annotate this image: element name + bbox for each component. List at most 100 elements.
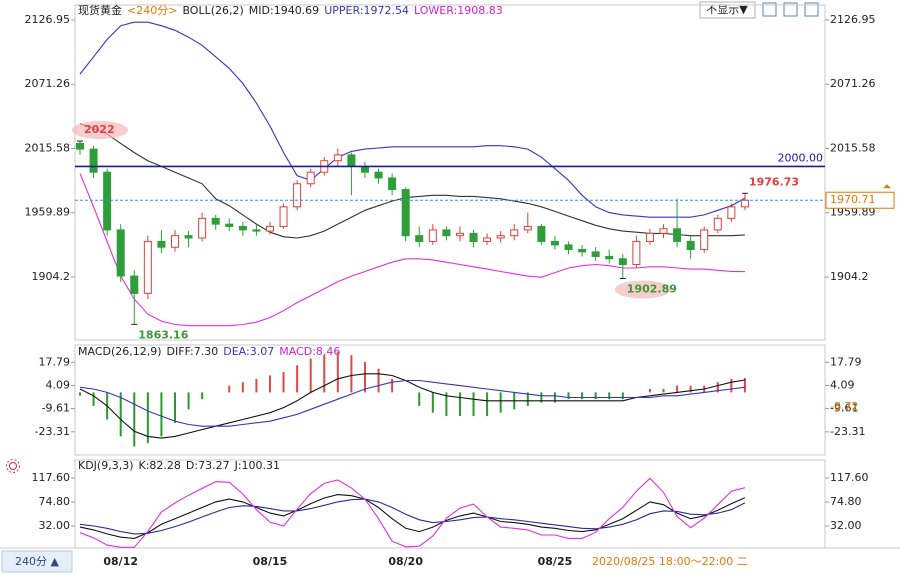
scroll-icon[interactable]	[804, 2, 819, 17]
macd-bar	[133, 392, 136, 447]
candle-body	[252, 229, 261, 232]
cursor-value-label: -8.72	[830, 400, 858, 413]
candle-body	[306, 171, 315, 185]
legend-entry: LOWER:1908.83	[414, 4, 503, 17]
candle-body	[347, 154, 356, 167]
candle-body	[686, 240, 695, 251]
candle-body	[550, 240, 559, 246]
extreme-label: 2022	[84, 123, 115, 136]
candle-body	[605, 255, 614, 260]
macd-bar	[662, 389, 665, 393]
macd-bar	[296, 365, 299, 393]
candle-body	[428, 229, 437, 242]
zoom-in-icon[interactable]	[762, 2, 777, 17]
highlight-ellipse	[72, 121, 128, 140]
period-button[interactable]	[1, 550, 73, 573]
legend-entry: MACD(26,12,9)	[78, 345, 162, 358]
candle-body	[537, 225, 546, 242]
candle-body	[591, 251, 600, 257]
y-tick-label-right: 4.09	[830, 378, 855, 391]
candle-body	[293, 183, 302, 208]
legend-entry: DEA:3.07	[223, 345, 274, 358]
series-line	[79, 123, 745, 239]
x-tick-label: 08/12	[103, 555, 138, 568]
y-tick-label: -9.61	[42, 402, 70, 415]
macd-bar	[241, 382, 244, 393]
series-line	[79, 494, 746, 539]
candle-body	[157, 240, 166, 248]
candle-body	[76, 142, 84, 150]
settings-icon[interactable]	[6, 459, 20, 473]
legend-entry: MID:1940.69	[249, 4, 319, 17]
macd-bar	[648, 389, 651, 393]
macd-bar	[540, 392, 543, 403]
y-tick-label-right: 2071.26	[830, 77, 876, 90]
toolbar: 不显示▼	[699, 1, 819, 19]
candle-body	[211, 217, 220, 225]
candle-body	[116, 229, 125, 277]
macd-bar	[336, 351, 339, 393]
highlight-ellipse	[614, 280, 671, 299]
y-tick-label-right: 74.80	[830, 495, 862, 508]
candle-body	[496, 235, 505, 239]
last-price-box	[825, 191, 895, 209]
y-tick-label: 74.80	[39, 495, 71, 508]
candle-body	[455, 232, 464, 237]
candle-body	[279, 206, 288, 227]
candle-body	[618, 258, 627, 266]
zoom-out-icon[interactable]	[783, 2, 798, 17]
y-tick-label: 2126.95	[25, 13, 71, 26]
macd-bar	[363, 361, 366, 393]
reference-label: 2000.00	[778, 151, 824, 164]
candle-body	[143, 240, 152, 294]
macd-bar	[79, 392, 81, 396]
y-tick-label: 1904.2	[32, 270, 71, 283]
extreme-label: 1863.16	[138, 328, 188, 341]
legend-entry: <240分>	[127, 4, 177, 17]
macd-bar	[486, 392, 489, 417]
macd-bar	[377, 368, 380, 393]
macd-bar	[146, 392, 149, 444]
legend-entry: DIFF:7.30	[167, 345, 219, 358]
macd-bar	[526, 392, 529, 406]
series-line	[79, 477, 746, 548]
candle-body	[333, 154, 342, 162]
extreme-label: 1902.89	[627, 283, 677, 296]
macd-bar	[608, 392, 611, 400]
macd-bar	[309, 358, 312, 393]
toggle-button[interactable]	[699, 1, 756, 19]
toggle-button-label[interactable]: 不显示▼	[706, 3, 748, 16]
macd-bar	[621, 392, 624, 400]
candle-body	[184, 235, 193, 239]
legend-entry: 现货黄金	[78, 3, 122, 17]
y-tick-label-right: 2126.95	[830, 13, 876, 26]
y-tick-label-right: 1959.89	[830, 206, 876, 219]
legend-entry: D:73.27	[186, 459, 230, 472]
macd-bar	[391, 378, 394, 393]
y-tick-label-right: 1904.2	[830, 270, 869, 283]
candle-body	[415, 235, 424, 242]
y-tick-label-right: -23.31	[830, 425, 865, 438]
macd-bar	[418, 392, 421, 406]
macd-bar	[581, 392, 584, 400]
macd-bar	[594, 392, 597, 400]
y-tick-label: -23.31	[35, 425, 70, 438]
candle-body	[388, 177, 397, 191]
y-tick-label: 1959.89	[25, 206, 71, 219]
candle-body	[700, 229, 709, 251]
candle-body	[727, 206, 736, 219]
cursor-time: 2020/08/25 18:00～22:00 二	[592, 555, 748, 568]
candle-body	[740, 199, 749, 208]
macd-bar	[431, 392, 434, 413]
series-line	[79, 379, 745, 427]
macd-bar	[160, 392, 163, 437]
last-price-arrow	[883, 184, 891, 189]
last-price-label: 1970.71	[830, 193, 876, 206]
period-label[interactable]: 240分 ▲	[15, 555, 59, 568]
macd-bar	[716, 382, 719, 393]
panel-frame	[74, 4, 826, 341]
x-tick-label: 08/20	[388, 555, 423, 568]
candle-body	[374, 171, 383, 179]
y-tick-label: 117.60	[32, 471, 71, 484]
